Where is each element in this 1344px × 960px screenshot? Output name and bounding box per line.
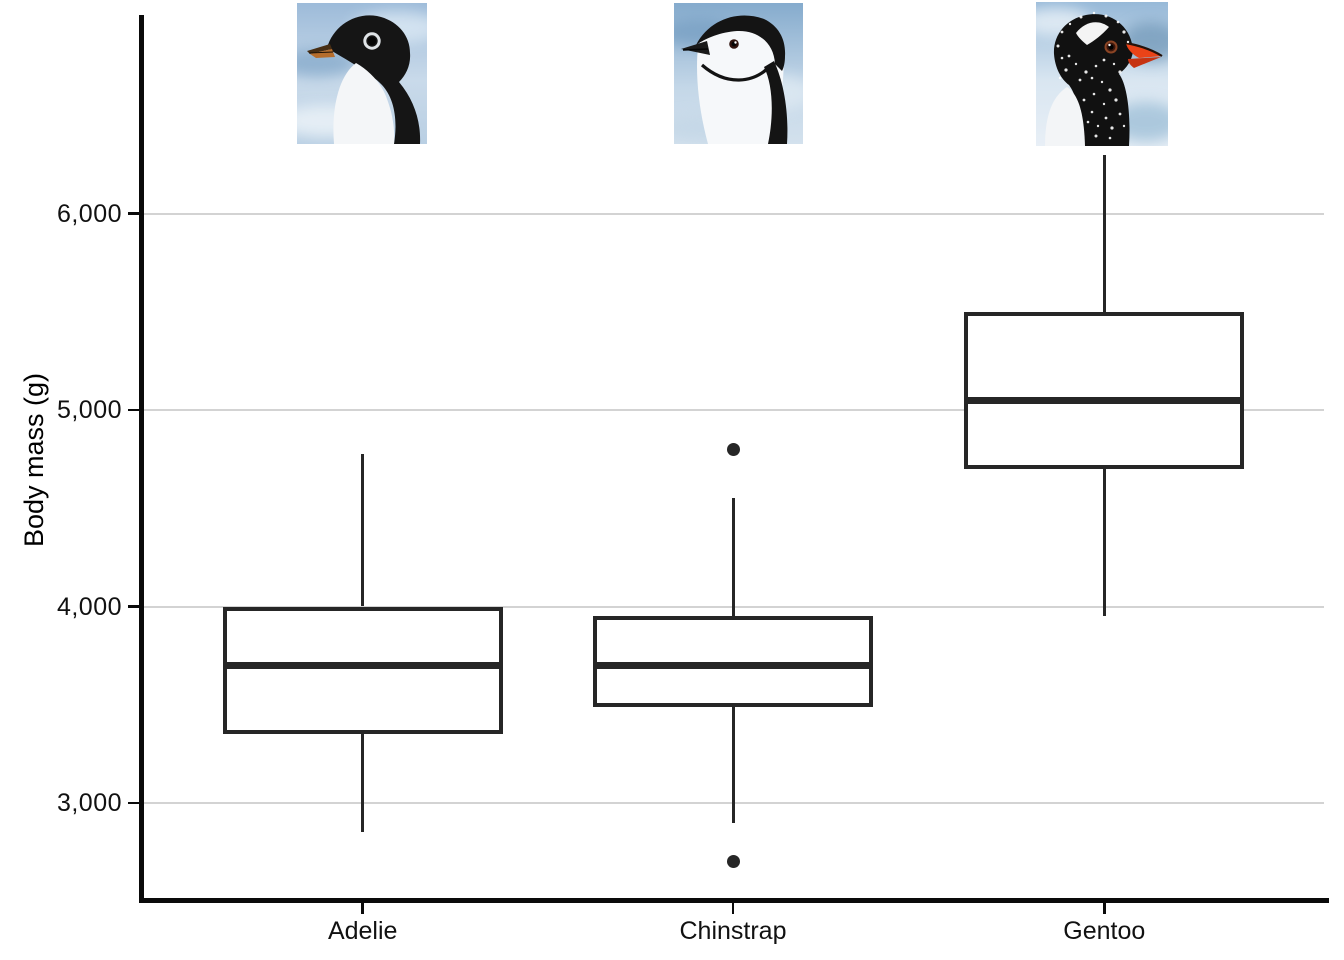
y-tick-6000 xyxy=(128,212,139,215)
median-gentoo xyxy=(964,396,1245,404)
gentoo-white-chest xyxy=(1045,87,1085,146)
whisker-lower-chinstrap xyxy=(731,707,735,823)
y-tick-3000 xyxy=(128,801,139,805)
gentoo-beak-upper xyxy=(1126,43,1162,58)
box-chinstrap xyxy=(593,616,873,708)
adelie-black-head-and-back xyxy=(327,15,421,144)
y-tick-label-6000: 6,000 xyxy=(56,199,122,228)
y-tick-label-5000: 5,000 xyxy=(56,396,122,424)
adelie-eye xyxy=(367,36,377,46)
adelie-white-chest xyxy=(333,63,395,144)
x-tick-gentoo xyxy=(1103,903,1106,914)
box-adelie xyxy=(222,606,503,735)
y-tick-4000 xyxy=(128,605,139,608)
x-tick-label-adelie: Adelie xyxy=(327,917,398,945)
x-axis-line xyxy=(139,898,1329,903)
chinstrap-black-cap xyxy=(696,15,786,71)
gentoo-beak-lower xyxy=(1128,57,1161,68)
x-tick-adelie xyxy=(361,903,364,914)
outlier-chinstrap-4800 xyxy=(726,442,740,456)
x-tick-label-chinstrap: Chinstrap xyxy=(679,917,787,945)
gridline-6000 xyxy=(141,212,1324,215)
adelie-penguin-image xyxy=(297,3,427,144)
chinstrap-beak xyxy=(681,41,710,55)
whisker-lower-gentoo xyxy=(1102,468,1106,617)
box-gentoo xyxy=(964,311,1245,469)
chinstrap-penguin-image xyxy=(674,3,803,144)
whisker-lower-adelie xyxy=(361,734,365,833)
gridline-5000 xyxy=(141,409,1324,411)
y-tick-label-4000: 4,000 xyxy=(56,592,122,621)
whisker-upper-adelie xyxy=(361,454,365,607)
adelie-eye-ring xyxy=(363,32,381,50)
outlier-chinstrap-2700 xyxy=(726,855,740,869)
median-adelie xyxy=(222,661,503,669)
chinstrap-strap-line xyxy=(700,63,773,82)
median-chinstrap xyxy=(593,661,873,669)
x-tick-label-gentoo: Gentoo xyxy=(1063,917,1146,945)
gentoo-penguin-image xyxy=(1036,2,1168,146)
x-tick-chinstrap xyxy=(731,903,735,914)
gentoo-white-eye-patch xyxy=(1076,22,1109,45)
chinstrap-black-back xyxy=(764,61,788,144)
whisker-upper-chinstrap xyxy=(731,498,735,617)
adelie-beak-lower xyxy=(310,49,335,58)
y-tick-label-3000: 3,000 xyxy=(56,789,122,817)
y-tick-5000 xyxy=(128,408,139,412)
adelie-beak-upper xyxy=(307,44,332,54)
gentoo-snow-speckles xyxy=(1056,11,1130,140)
whisker-upper-gentoo xyxy=(1102,154,1106,312)
y-axis-line xyxy=(139,15,144,903)
